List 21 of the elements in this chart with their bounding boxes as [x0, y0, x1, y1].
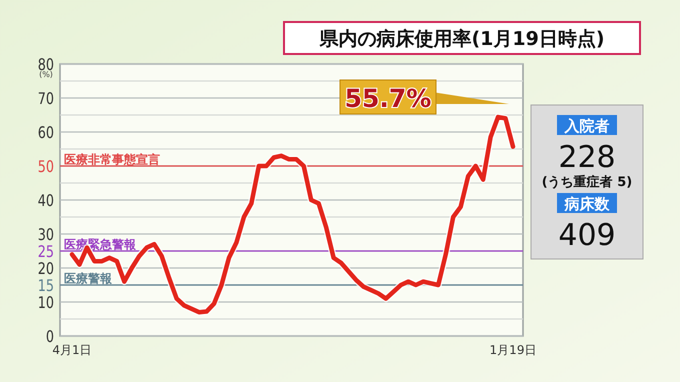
y-tick-label: 50 [38, 158, 54, 176]
y-tick-label: 20 [38, 260, 54, 278]
x-tick-label: 1月19日 [490, 343, 536, 357]
x-tick-label: 4月1日 [52, 343, 92, 357]
y-tick-label: 10 [38, 294, 54, 312]
y-tick-label: 70 [38, 90, 54, 108]
y-tick-label: 30 [38, 226, 54, 244]
y-tick-label: 60 [38, 124, 54, 142]
y-tick-label: 0 [46, 328, 54, 346]
y-tick-label: 15 [38, 278, 54, 296]
text: 228 [558, 140, 616, 175]
ref-line-label: 医療非常事態宣言 [64, 152, 160, 166]
text: 入院者 [564, 117, 610, 135]
y-tick-label: 40 [38, 192, 54, 210]
annotation: 55.7% [344, 84, 432, 113]
text: (うち重症者 5) [542, 174, 632, 190]
chart-title: 県内の病床使用率(1月19日時点) [318, 28, 605, 50]
text: 409 [558, 218, 616, 253]
text: 病床数 [564, 195, 610, 213]
y-tick-label: 25 [38, 244, 54, 262]
ref-line-label: 医療警報 [64, 272, 113, 286]
